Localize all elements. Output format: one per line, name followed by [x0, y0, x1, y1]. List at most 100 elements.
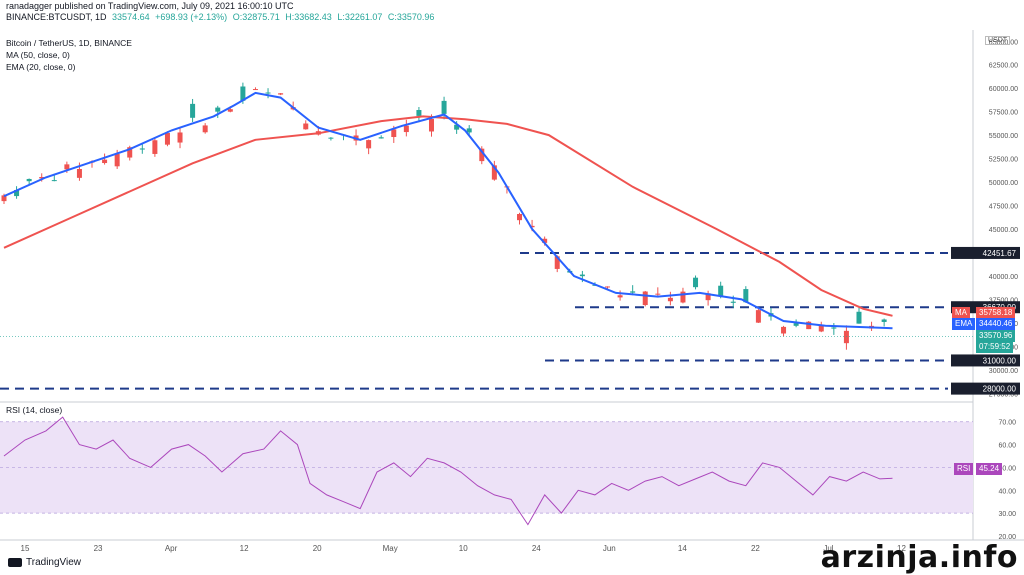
level-tag-value: 42451.67: [983, 249, 1017, 258]
x-tick-label: Apr: [165, 544, 178, 553]
candle-body: [605, 286, 611, 288]
level-tag-value: 28000.00: [983, 385, 1017, 394]
candle-body: [127, 147, 133, 158]
rsi-tick-label: 60.00: [998, 443, 1016, 450]
candle-body: [617, 295, 623, 298]
currency-badge[interactable]: USDT: [985, 36, 1011, 45]
candle-body: [655, 293, 661, 295]
candle-body: [190, 103, 196, 118]
candle-body: [152, 140, 158, 154]
candle-body: [793, 323, 799, 326]
candle-body: [579, 274, 585, 277]
candle-body: [781, 326, 787, 334]
candle-body: [718, 285, 724, 296]
candle-body: [529, 225, 535, 228]
high-value: H:33682.43: [285, 12, 332, 22]
candle-body: [202, 125, 208, 133]
tradingview-brand[interactable]: TradingView: [8, 557, 81, 568]
rsi-tick-label: 20.00: [998, 534, 1016, 541]
price-change: +698.93 (+2.13%): [155, 12, 228, 22]
rsi-tick-label: 30.00: [998, 511, 1016, 518]
candle-body: [693, 277, 699, 288]
ema-20-line: [3, 91, 893, 330]
rsi-tick-label: 40.00: [998, 488, 1016, 495]
candle-body: [215, 107, 221, 112]
x-tick-label: 22: [751, 544, 760, 553]
candle-body: [743, 289, 749, 303]
y-tick-label: 65000.00: [989, 39, 1018, 46]
candle-body: [491, 165, 497, 180]
candle-body: [466, 128, 472, 133]
tradingview-logo-icon: [8, 558, 22, 567]
last-price: 33574.64: [112, 12, 150, 22]
rsi-tag-label: RSI: [954, 463, 974, 475]
candle-body: [818, 325, 824, 332]
candle-body: [252, 89, 258, 91]
x-tick-label: 23: [94, 544, 103, 553]
candle-body: [630, 291, 636, 293]
legend-title: Bitcoin / TetherUS, 1D, BINANCE: [6, 38, 132, 48]
price-tag-value: 33570.96: [976, 330, 1016, 342]
candle-body: [542, 238, 548, 243]
candle-body: [755, 310, 761, 323]
level-tag-bg: [951, 246, 1020, 259]
countdown-tag: 07:59:52: [976, 341, 1014, 353]
candle-body: [240, 86, 246, 101]
ma-tag-value: 35758.18: [976, 307, 1016, 319]
candle-body: [26, 178, 32, 182]
publish-info: ranadagger published on TradingView.com,…: [6, 1, 294, 11]
candle-body: [416, 110, 422, 116]
y-tick-label: 30000.00: [989, 368, 1018, 375]
ema-tag-label: EMA: [952, 318, 976, 330]
brand-label: TradingView: [26, 557, 82, 568]
x-tick-label: 24: [532, 544, 541, 553]
level-tag-value: 31000.00: [983, 356, 1017, 365]
candle-body: [328, 137, 334, 139]
y-tick-label: 62500.00: [989, 63, 1018, 70]
x-tick-label: May: [383, 544, 398, 553]
x-tick-label: 14: [678, 544, 687, 553]
candle-body: [1, 195, 7, 202]
ma-50-line: [3, 115, 893, 317]
candle-body: [705, 293, 711, 301]
candle-body: [114, 153, 120, 167]
candle-body: [454, 124, 460, 130]
candle-body: [831, 327, 837, 329]
candle-body: [667, 297, 673, 302]
candle-body: [51, 180, 57, 182]
candle-body: [479, 148, 485, 162]
candle-body: [39, 177, 45, 179]
y-tick-label: 57500.00: [989, 110, 1018, 117]
rsi-tick-label: 70.00: [998, 420, 1016, 427]
candle-body: [76, 169, 82, 178]
y-tick-label: 52500.00: [989, 157, 1018, 164]
y-tick-label: 55000.00: [989, 133, 1018, 140]
y-tick-label: 50000.00: [989, 180, 1018, 187]
ema-tag-value: 34440.46: [976, 318, 1016, 330]
candle-body: [843, 330, 849, 344]
x-tick-label: Jul: [823, 544, 833, 553]
y-tick-label: 60000.00: [989, 86, 1018, 93]
candle-body: [64, 164, 70, 170]
candle-body: [680, 291, 686, 303]
candle-body: [14, 190, 20, 197]
symbol-label: BINANCE:BTCUSDT, 1D: [6, 12, 107, 22]
x-tick-label: 15: [21, 544, 30, 553]
legend-ema[interactable]: EMA (20, close, 0): [6, 62, 76, 72]
level-tag-bg: [951, 354, 1020, 367]
legend-ma[interactable]: MA (50, close, 0): [6, 50, 70, 60]
candle-body: [730, 301, 736, 303]
candle-body: [517, 214, 523, 221]
rsi-line: [3, 416, 893, 526]
candle-body: [278, 93, 284, 95]
x-tick-label: 10: [459, 544, 468, 553]
low-value: L:32261.07: [337, 12, 383, 22]
candle-body: [378, 137, 384, 139]
watermark: arzinja.info: [820, 540, 1018, 575]
candle-body: [441, 100, 447, 114]
x-tick-label: 12: [897, 544, 906, 553]
x-tick-label: Jun: [603, 544, 616, 553]
y-tick-label: 45000.00: [989, 227, 1018, 234]
rsi-title[interactable]: RSI (14, close): [6, 405, 63, 415]
